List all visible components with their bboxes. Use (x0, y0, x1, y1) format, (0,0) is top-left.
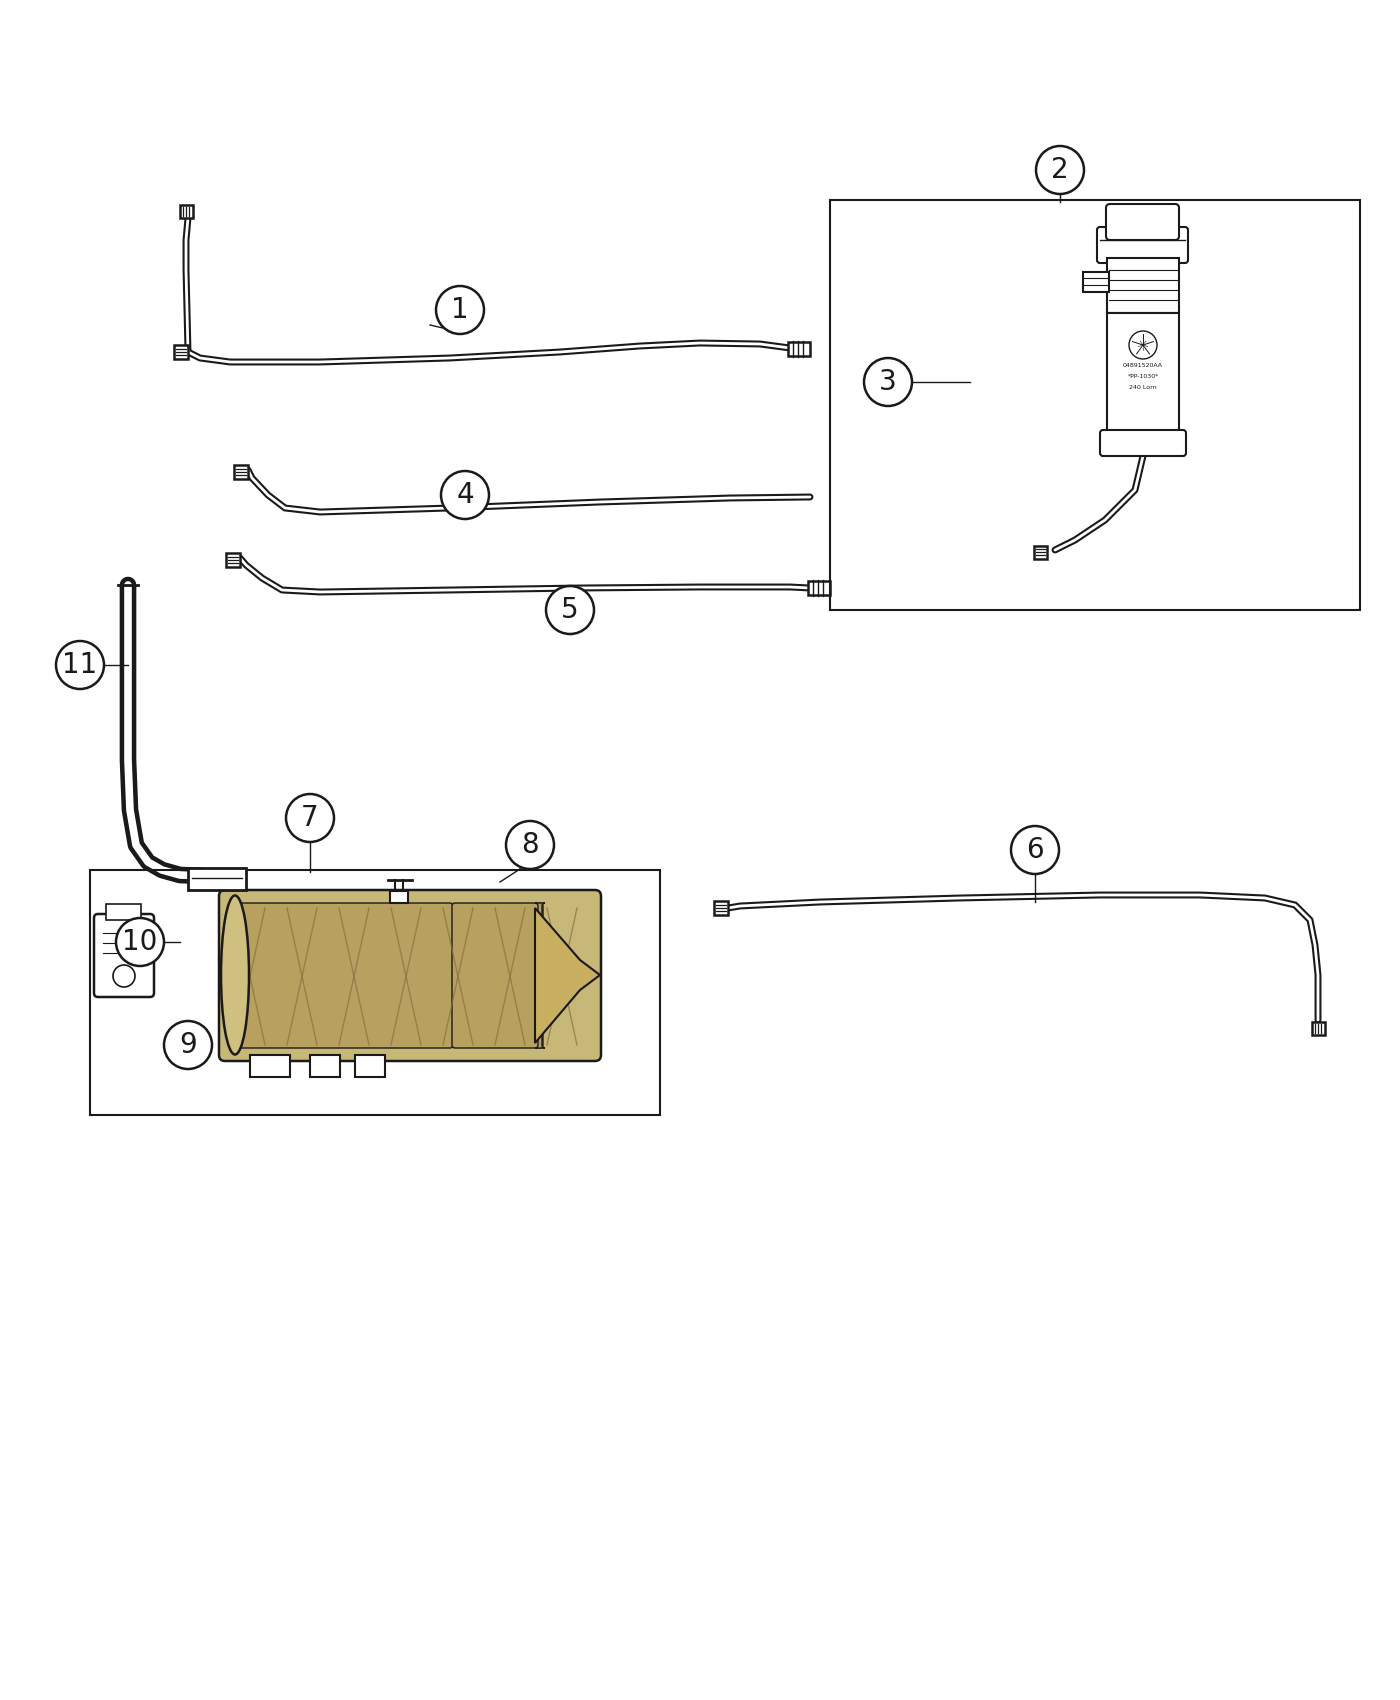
Bar (1035, 546, 1047, 559)
Bar (234, 466, 248, 479)
Bar (90, 870, 659, 1115)
Text: 240 Lorn: 240 Lorn (1130, 384, 1156, 389)
Bar (1312, 1022, 1324, 1035)
Bar (391, 891, 407, 903)
Bar (309, 1056, 340, 1078)
Text: 9: 9 (179, 1030, 197, 1059)
Circle shape (546, 586, 594, 634)
Bar (181, 206, 193, 218)
Bar (830, 201, 1359, 610)
Text: 3: 3 (879, 367, 897, 396)
FancyBboxPatch shape (1098, 228, 1189, 264)
Text: 11: 11 (63, 651, 98, 678)
Circle shape (116, 918, 164, 966)
FancyBboxPatch shape (94, 915, 154, 996)
Circle shape (864, 359, 911, 406)
Bar (808, 581, 830, 595)
Bar (1107, 313, 1179, 434)
Bar (356, 1056, 385, 1078)
Circle shape (164, 1022, 211, 1069)
Text: 04891520AA: 04891520AA (1123, 362, 1163, 367)
Circle shape (1128, 332, 1156, 359)
Circle shape (56, 641, 104, 688)
Text: 7: 7 (301, 804, 319, 831)
Text: 10: 10 (122, 928, 158, 955)
Bar (225, 552, 239, 568)
Text: 2: 2 (1051, 156, 1068, 184)
Bar (106, 904, 141, 920)
Bar (251, 1056, 290, 1078)
Bar (1107, 258, 1179, 313)
Text: *PP-1030*: *PP-1030* (1127, 374, 1159, 379)
Bar (788, 342, 811, 355)
Polygon shape (535, 908, 601, 1044)
Circle shape (1011, 826, 1058, 874)
Text: 4: 4 (456, 481, 473, 508)
Bar (1084, 272, 1109, 292)
Bar (714, 901, 728, 915)
FancyBboxPatch shape (1100, 430, 1186, 456)
Text: 1: 1 (451, 296, 469, 325)
FancyBboxPatch shape (232, 903, 454, 1047)
Circle shape (1036, 146, 1084, 194)
Text: 8: 8 (521, 831, 539, 858)
Circle shape (113, 966, 134, 988)
Circle shape (441, 471, 489, 518)
FancyBboxPatch shape (535, 903, 545, 1047)
Circle shape (435, 286, 484, 333)
FancyBboxPatch shape (218, 891, 601, 1061)
Text: 6: 6 (1026, 836, 1044, 864)
Circle shape (286, 794, 335, 842)
Ellipse shape (221, 896, 249, 1054)
Bar (188, 869, 246, 891)
Text: 5: 5 (561, 597, 578, 624)
FancyBboxPatch shape (452, 903, 543, 1047)
Bar (174, 345, 188, 359)
Circle shape (505, 821, 554, 869)
FancyBboxPatch shape (1106, 204, 1179, 240)
